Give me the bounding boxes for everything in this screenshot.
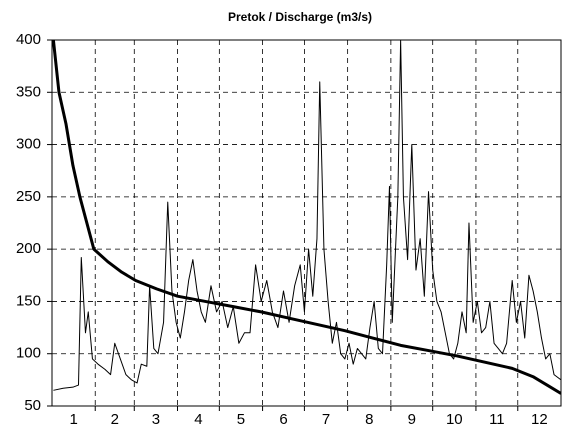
plot-frame bbox=[51, 39, 562, 407]
x-tick-label: 3 bbox=[152, 411, 160, 428]
x-tick-label: 4 bbox=[194, 411, 202, 428]
x-tick-label: 11 bbox=[489, 411, 505, 428]
series-line bbox=[52, 40, 561, 395]
series-line bbox=[53, 40, 561, 391]
y-tick-label: 300 bbox=[16, 136, 41, 153]
chart-title: Pretok / Discharge (m3/s) bbox=[228, 10, 372, 24]
y-tick-label: 350 bbox=[16, 83, 41, 100]
x-tick-label: 6 bbox=[279, 411, 287, 428]
y-tick-label: 50 bbox=[24, 397, 41, 414]
x-tick-label: 2 bbox=[111, 411, 119, 428]
y-tick-label: 150 bbox=[16, 292, 41, 309]
y-tick-label: 200 bbox=[16, 240, 41, 257]
x-tick-label: 5 bbox=[237, 411, 245, 428]
x-tick-label: 1 bbox=[69, 411, 77, 428]
x-tick-label: 8 bbox=[365, 411, 373, 428]
x-tick-label: 10 bbox=[446, 411, 463, 428]
y-tick-label: 100 bbox=[16, 345, 41, 362]
x-tick-label: 12 bbox=[531, 411, 548, 428]
x-tick-label: 7 bbox=[322, 411, 330, 428]
y-tick-label: 250 bbox=[16, 188, 41, 205]
x-tick-label: 9 bbox=[408, 411, 416, 428]
y-tick-label: 400 bbox=[16, 31, 41, 48]
